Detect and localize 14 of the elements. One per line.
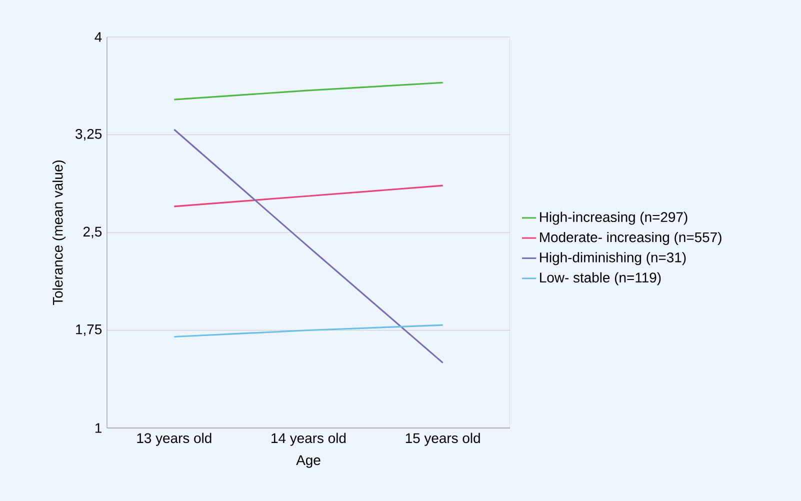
y-tick-label: 1 [95,423,102,433]
y-axis-title: Tolerance (mean value) [52,160,66,306]
y-tick-label: 2,5 [83,226,102,238]
x-tick-label: 15 years old [406,432,480,446]
legend-label: Moderate- increasing (n=557) [540,232,722,245]
x-axis-title: Age [296,455,320,468]
y-tick-label: 3,25 [76,128,102,141]
legend-label: High-increasing (n=297) [540,212,688,225]
y-tick-label: 4 [94,32,102,42]
x-tick-label: 14 years old [272,432,346,446]
y-tick-label: 1,75 [76,324,102,336]
legend-label: Low- stable (n=119) [540,272,661,286]
legend-label: High-diminishing (n=31) [540,252,686,266]
x-tick-label: 13 years old [137,432,212,446]
